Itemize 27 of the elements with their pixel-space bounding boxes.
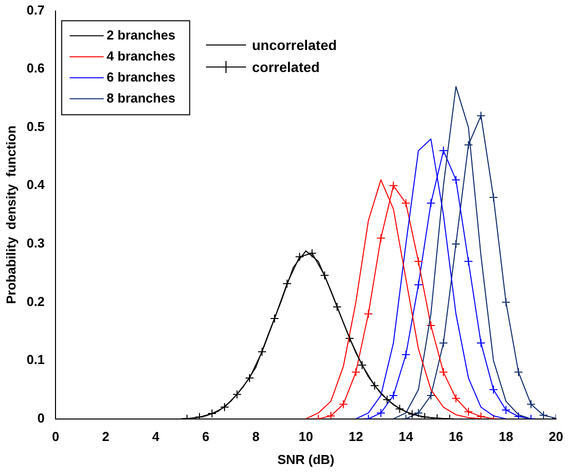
x-tick-label: 18 <box>498 429 514 444</box>
y-tick-label: 0.2 <box>26 294 45 309</box>
y-tick-label: 0.5 <box>26 118 45 134</box>
y-tick-label: 0.3 <box>26 236 45 251</box>
x-tick-label: 8 <box>252 429 260 444</box>
x-axis-title: SNR (dB) <box>277 452 334 467</box>
y-tick-label: 0.4 <box>26 177 46 192</box>
y-tick-label: 0.1 <box>26 352 45 368</box>
x-tick-label: 16 <box>448 429 464 444</box>
y-tick-label: 0 <box>37 410 45 426</box>
x-tick-label: 12 <box>348 429 364 444</box>
y-tick-label: 0.7 <box>26 2 45 18</box>
x-tick-label: 0 <box>52 429 60 444</box>
x-tick-label: 4 <box>152 429 160 444</box>
legend-label: 4 branches <box>106 48 176 64</box>
legend-label: 8 branches <box>106 90 176 106</box>
y-axis-title: Probability density function <box>3 126 18 304</box>
x-tick-label: 10 <box>298 429 314 444</box>
y-tick-label: 0.6 <box>26 60 45 76</box>
annotation: correlated <box>252 59 320 75</box>
legend-label: 6 branches <box>106 69 176 84</box>
x-tick-label: 14 <box>398 429 414 444</box>
x-tick-label: 2 <box>102 429 110 444</box>
annotation: uncorrelated <box>252 37 337 53</box>
x-tick-label: 20 <box>548 429 564 444</box>
legend-label: 2 branches <box>106 27 176 42</box>
x-tick-label: 6 <box>202 429 210 444</box>
